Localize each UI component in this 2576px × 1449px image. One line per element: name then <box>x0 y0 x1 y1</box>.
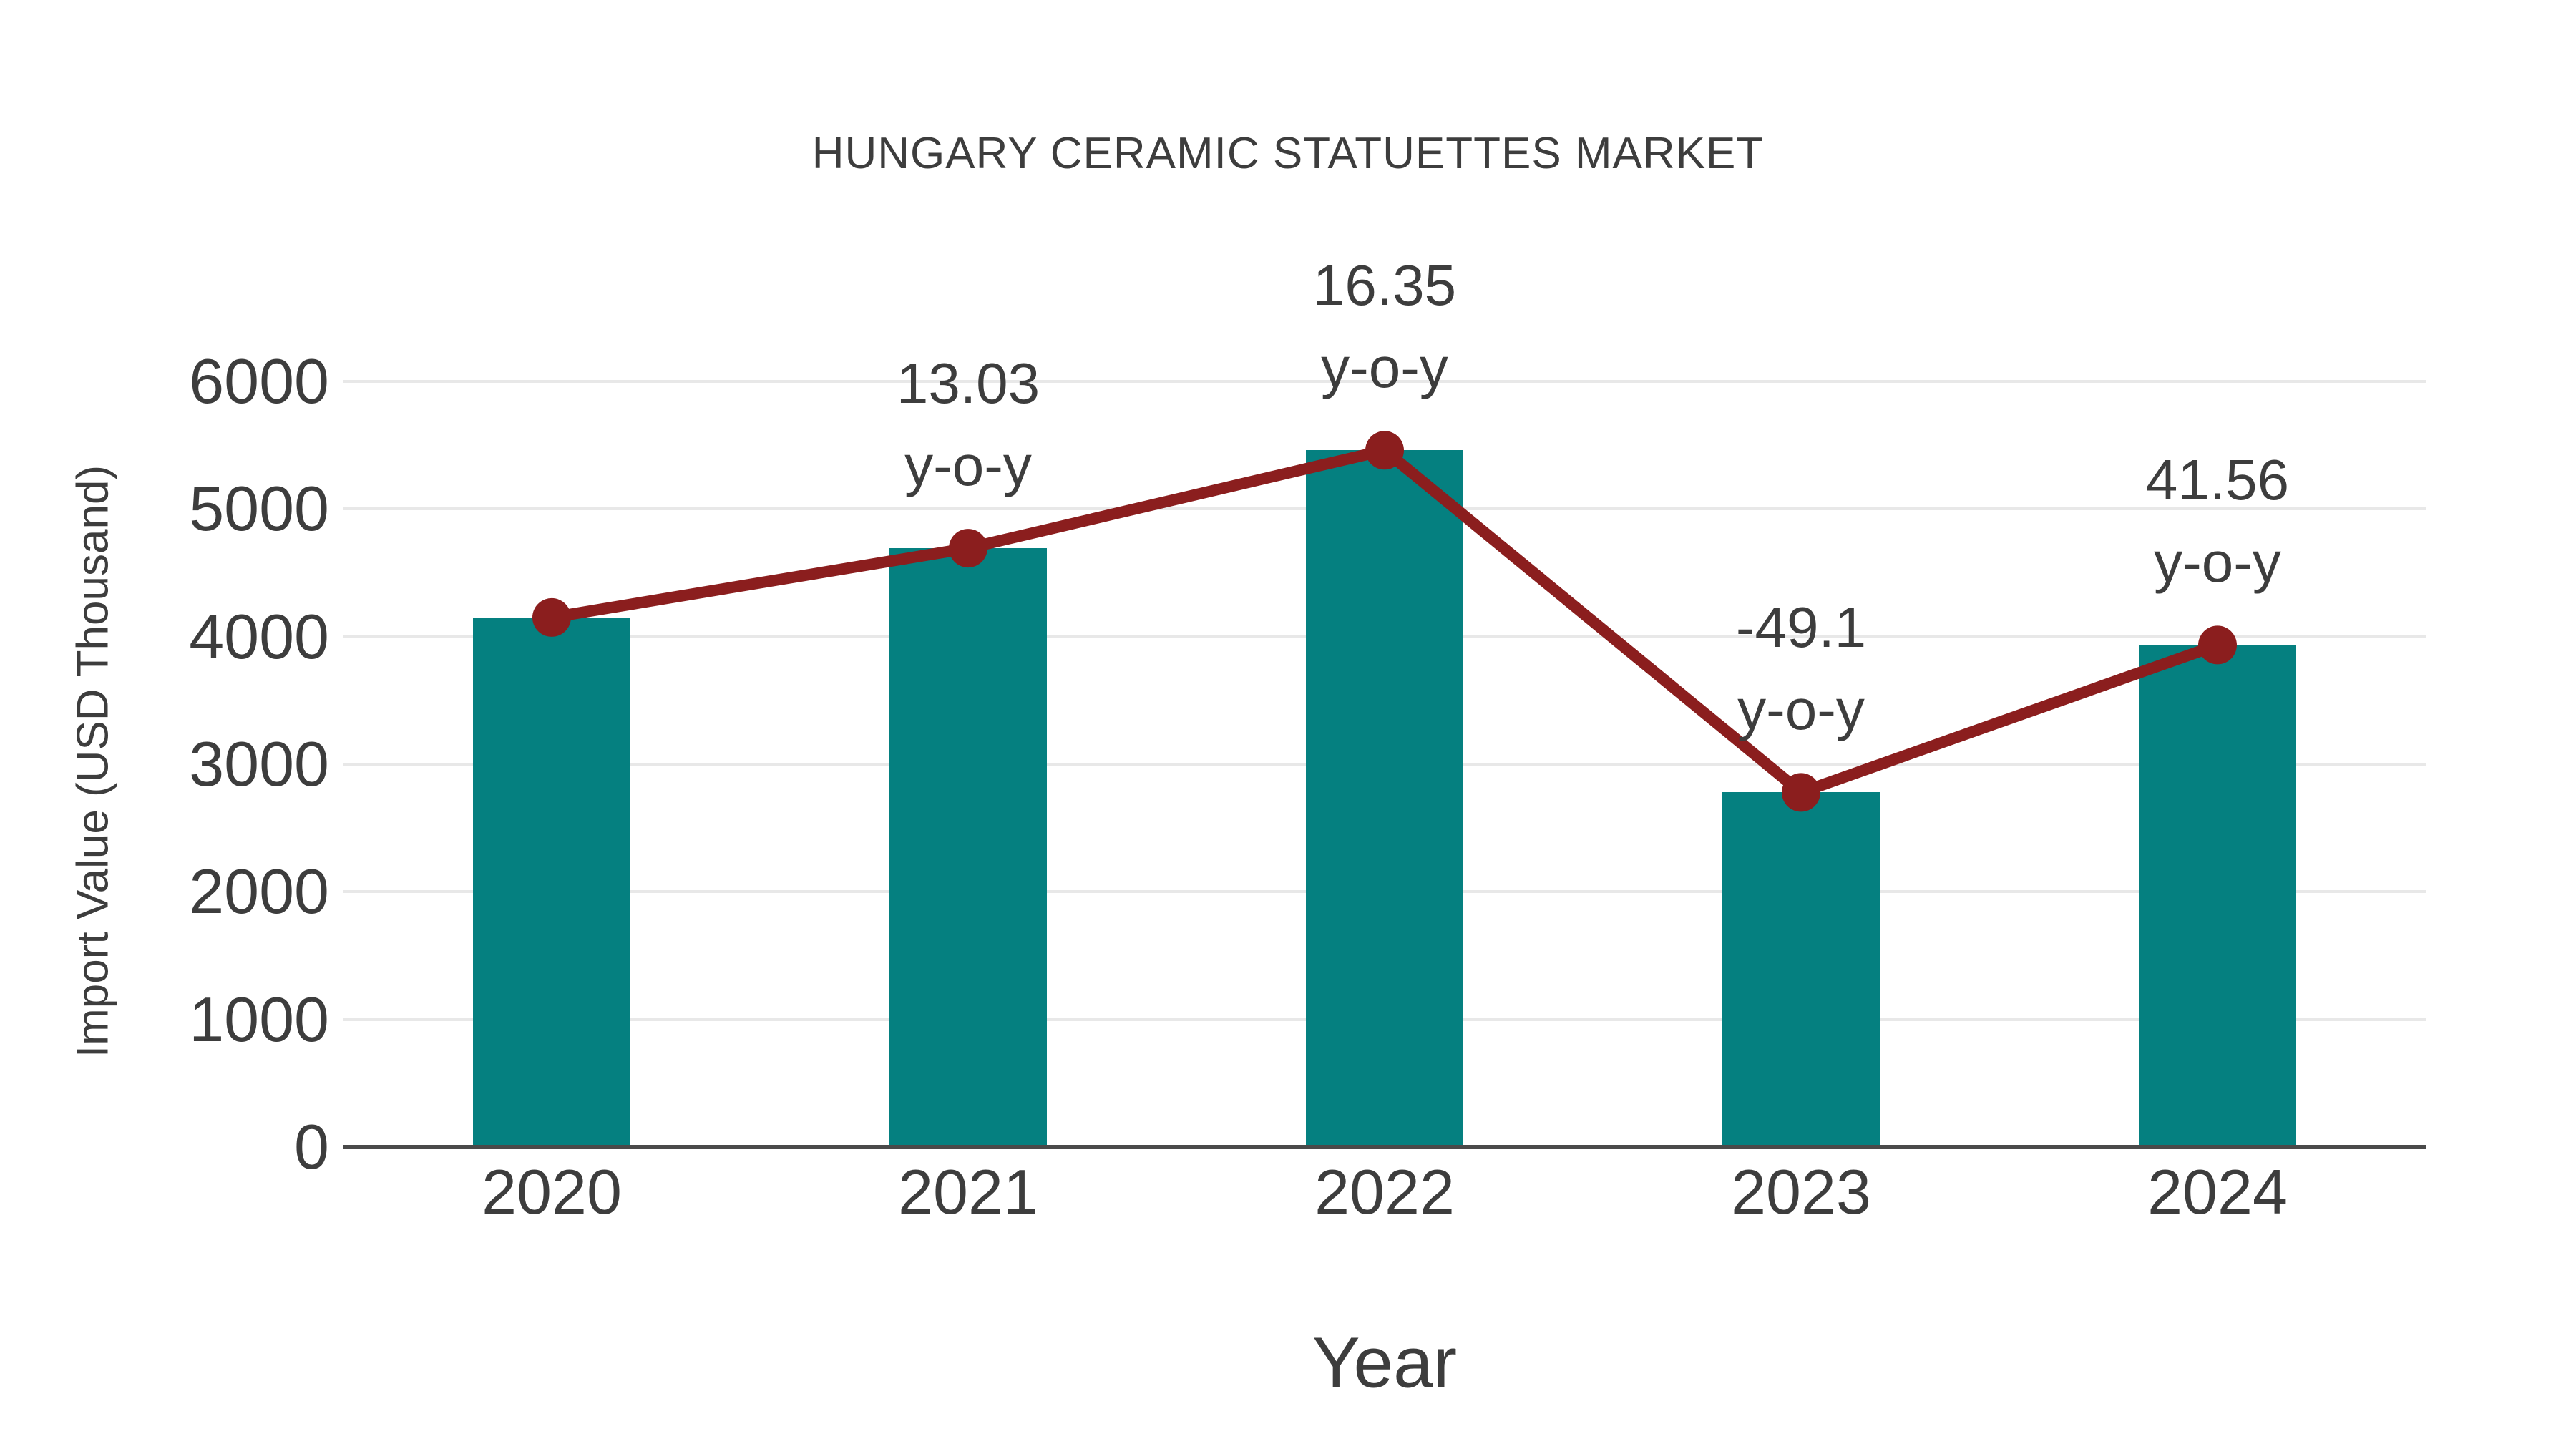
x-tick-label-2022: 2022 <box>1314 1156 1455 1227</box>
bar-2020[interactable] <box>473 617 630 1147</box>
annotation-yoy-2023: y-o-y <box>1737 678 1865 742</box>
bar-2021[interactable] <box>889 548 1047 1147</box>
y-tick-label-4000: 4000 <box>189 600 329 672</box>
y-tick-label-2000: 2000 <box>189 856 329 927</box>
trend-marker-2022[interactable] <box>1365 431 1404 470</box>
bar-2022[interactable] <box>1306 450 1463 1147</box>
annotation-yoy-2021: y-o-y <box>904 434 1032 498</box>
trend-marker-2020[interactable] <box>532 597 571 637</box>
bar-2024[interactable] <box>2139 645 2296 1147</box>
trend-marker-2021[interactable] <box>949 529 987 568</box>
chart-title: HUNGARY CERAMIC STATUETTES MARKET <box>811 129 1765 178</box>
y-tick-label-6000: 6000 <box>189 346 329 416</box>
x-axis-title: Year <box>1312 1322 1458 1403</box>
annotation-value-2024: 41.56 <box>2145 448 2290 512</box>
annotation-value-2023: -49.1 <box>1735 595 1867 660</box>
y-tick-label-0: 0 <box>294 1111 329 1182</box>
x-tick-label-2023: 2023 <box>1731 1156 1871 1227</box>
annotation-yoy-2022: y-o-y <box>1321 336 1448 400</box>
annotation-value-2022: 16.35 <box>1312 253 1457 318</box>
annotation-value-2021: 13.03 <box>896 351 1040 416</box>
x-tick-label-2021: 2021 <box>898 1156 1038 1227</box>
y-tick-label-3000: 3000 <box>189 728 329 799</box>
x-axis-line <box>343 1145 2426 1149</box>
y-tick-label-1000: 1000 <box>189 983 329 1055</box>
bar-2023[interactable] <box>1722 792 1880 1147</box>
x-tick-label-2020: 2020 <box>482 1156 622 1227</box>
trend-marker-2023[interactable] <box>1782 773 1820 812</box>
trend-line <box>546 444 2223 799</box>
annotation-yoy-2024: y-o-y <box>2154 530 2281 595</box>
x-tick-label-2024: 2024 <box>2147 1156 2288 1227</box>
trend-marker-2024[interactable] <box>2198 625 2237 665</box>
y-tick-label-5000: 5000 <box>189 473 329 545</box>
gridline-6000 <box>343 380 2426 383</box>
